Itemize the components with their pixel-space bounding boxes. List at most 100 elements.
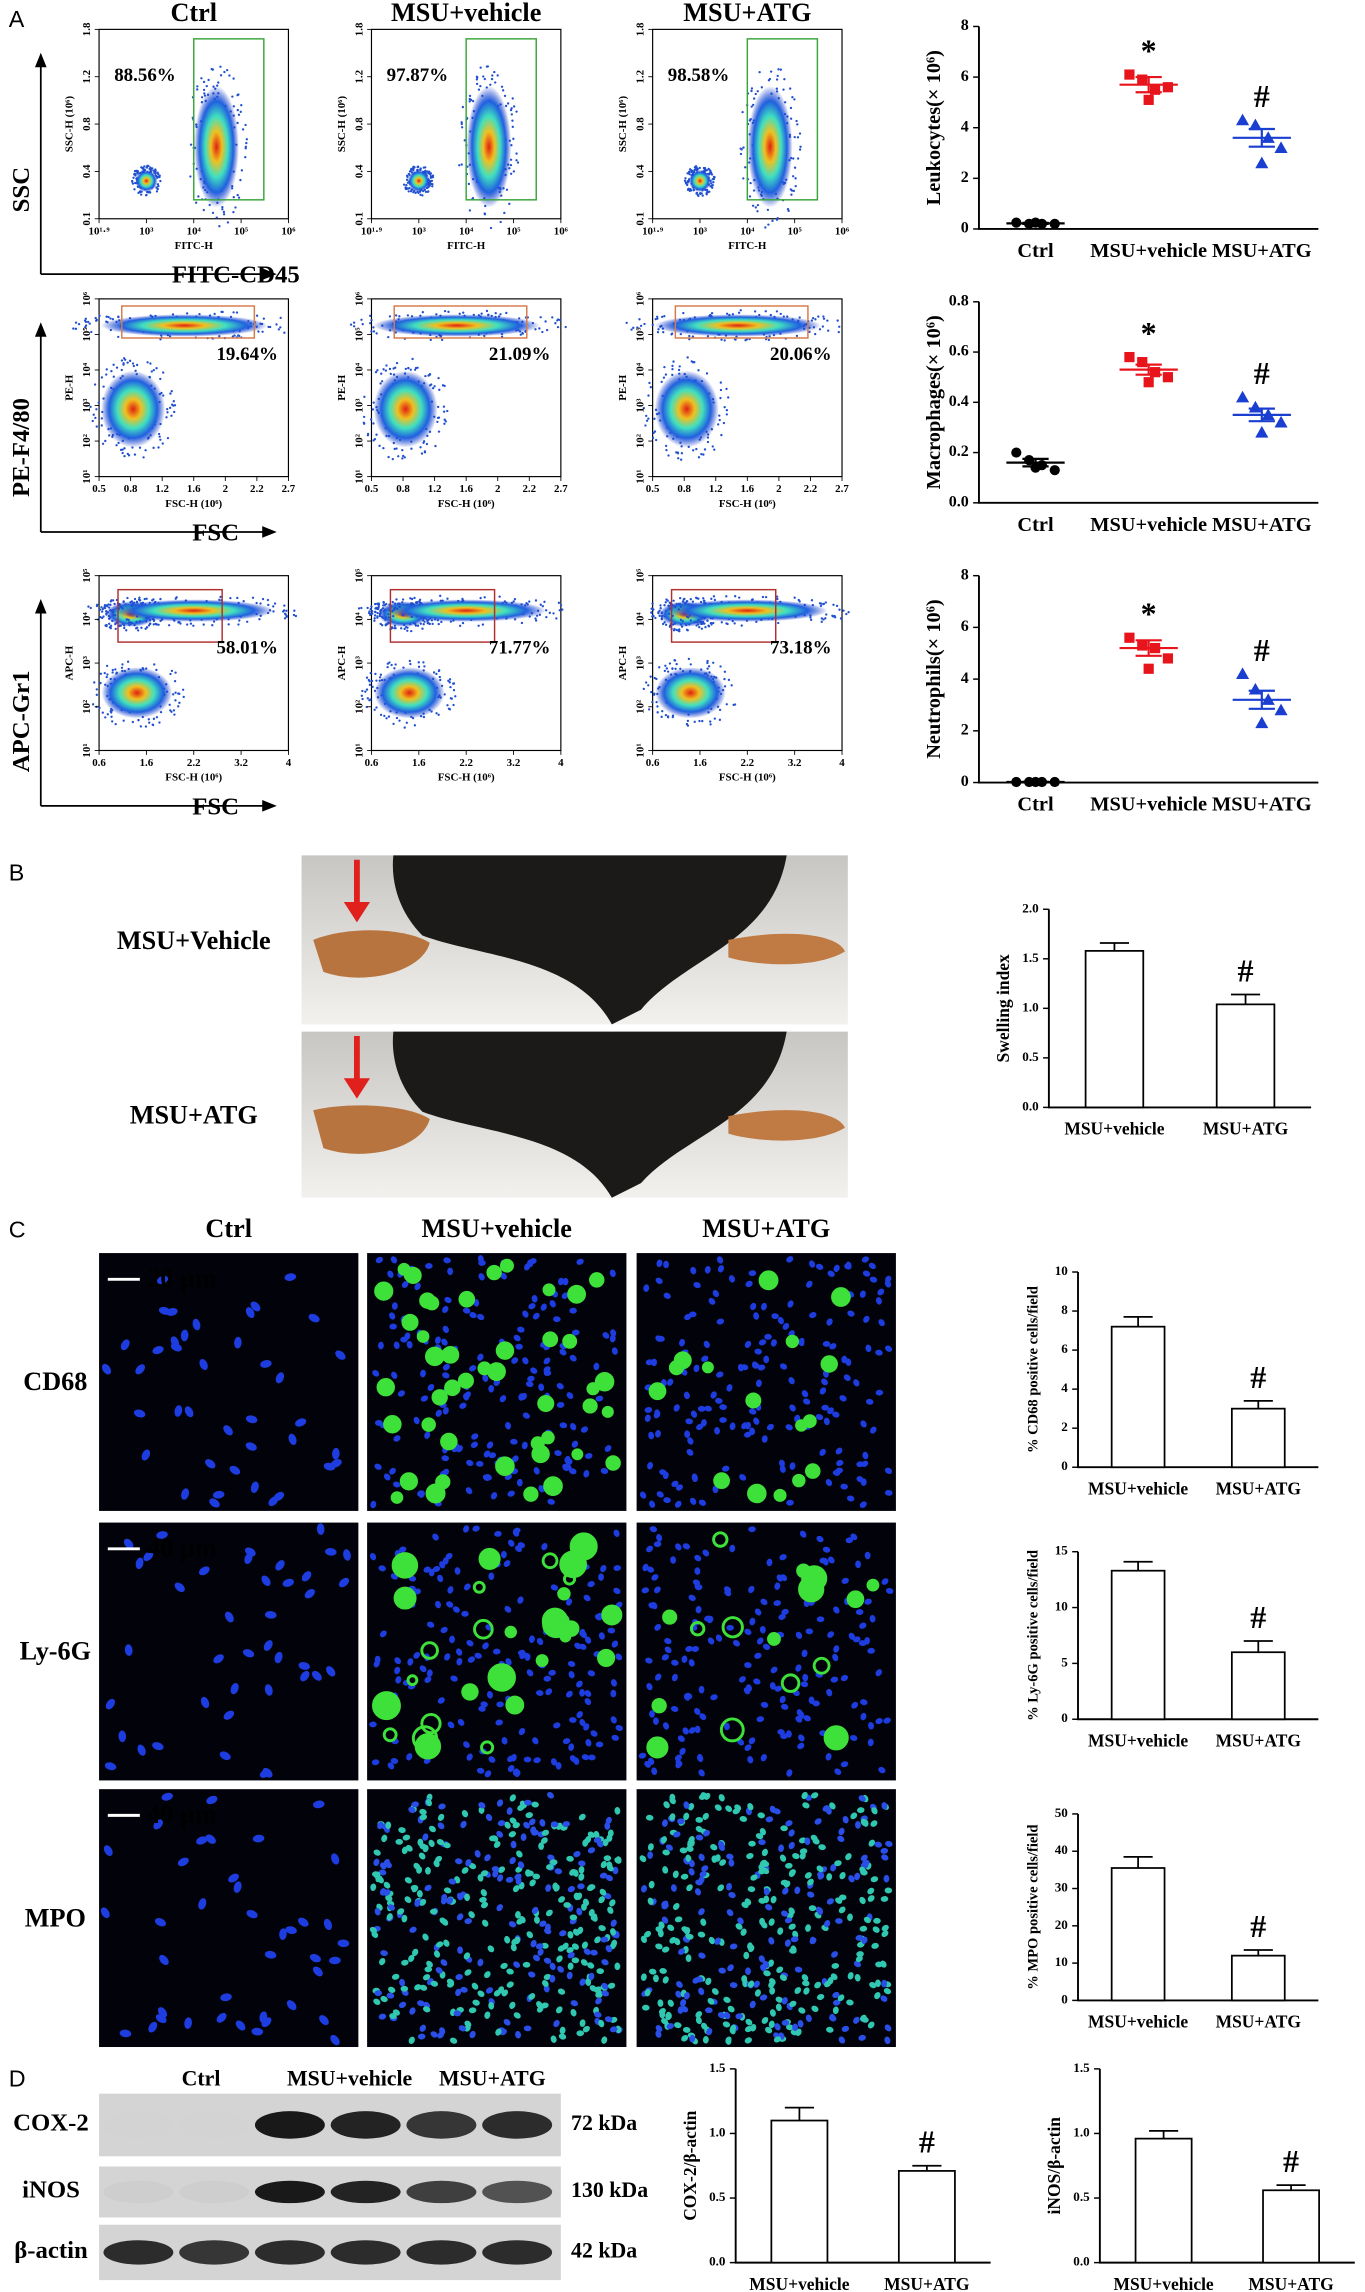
event	[144, 449, 147, 452]
event	[827, 329, 830, 332]
event	[363, 395, 366, 398]
event	[664, 601, 667, 604]
event	[379, 622, 382, 626]
positive-cell	[569, 1532, 598, 1561]
flow-tick-label: 1.6	[693, 757, 707, 769]
positive-cell	[586, 1382, 600, 1396]
event	[117, 335, 120, 339]
nucleus	[719, 1417, 727, 1423]
flow-tick-label: 0.6	[365, 757, 379, 769]
event	[678, 365, 681, 368]
event	[77, 322, 81, 326]
event	[84, 317, 88, 320]
event	[689, 663, 692, 666]
event	[485, 65, 489, 68]
event	[681, 619, 684, 623]
image	[99, 1789, 359, 2048]
density	[466, 85, 512, 208]
flow-tick-label: 10⁴	[740, 225, 755, 237]
axis-label: FSC	[192, 793, 239, 820]
event	[95, 688, 98, 691]
nucleus	[698, 1685, 705, 1694]
event	[680, 452, 684, 455]
flow-tick-label: 0.1	[353, 212, 365, 226]
event	[146, 361, 149, 364]
flow-tick-label: 10³	[81, 398, 93, 413]
event	[431, 622, 434, 626]
event	[663, 669, 667, 673]
event	[671, 715, 674, 719]
flow-tick-label: 2.2	[250, 483, 264, 495]
event	[528, 600, 531, 603]
event	[460, 121, 463, 124]
event	[720, 433, 723, 437]
positive-cell	[542, 1283, 556, 1297]
event	[94, 416, 97, 420]
event	[552, 612, 555, 615]
event	[386, 665, 389, 669]
flow-tick-label: 1.6	[140, 757, 154, 769]
event	[192, 624, 195, 627]
positive-cell	[747, 1483, 767, 1504]
flow-tick-label: 10¹	[81, 470, 93, 484]
event	[437, 622, 440, 626]
event	[395, 361, 399, 365]
event	[172, 709, 176, 712]
event	[352, 325, 356, 328]
event	[177, 705, 180, 708]
positive-cell	[431, 1389, 448, 1406]
event	[157, 432, 161, 436]
event	[223, 70, 226, 74]
event	[374, 371, 378, 374]
event	[503, 94, 507, 98]
positive-cell	[651, 1697, 667, 1714]
event	[696, 621, 699, 624]
event	[467, 182, 471, 186]
event	[509, 172, 513, 175]
event	[121, 451, 124, 455]
event	[401, 601, 404, 604]
event	[501, 89, 505, 92]
event	[475, 75, 479, 79]
event	[663, 365, 666, 369]
event	[686, 719, 690, 723]
event	[211, 624, 214, 627]
event	[534, 617, 537, 620]
event	[443, 309, 447, 313]
event	[434, 444, 437, 448]
event	[285, 614, 288, 618]
event	[232, 210, 235, 214]
event	[74, 321, 78, 324]
event	[443, 422, 446, 425]
event	[460, 163, 463, 166]
event	[149, 362, 152, 365]
event	[128, 359, 132, 363]
event	[189, 175, 192, 178]
positive-cell	[495, 1456, 515, 1477]
event	[541, 330, 544, 334]
event	[115, 366, 119, 369]
positive-cell	[542, 1331, 559, 1348]
flow-tick-label: 0.8	[353, 117, 365, 131]
flow-tick-label: 10⁴	[353, 362, 365, 377]
event	[94, 316, 97, 320]
event	[437, 430, 441, 433]
event	[139, 725, 143, 728]
event	[438, 388, 441, 391]
event	[768, 77, 772, 81]
event	[72, 327, 75, 330]
flow-tick-label: 10⁴	[353, 612, 365, 627]
event	[170, 414, 173, 417]
event	[277, 328, 281, 331]
flow-tick-label: 2	[776, 483, 781, 495]
event	[360, 318, 363, 321]
micrograph	[99, 1522, 359, 1781]
event	[691, 335, 695, 338]
positive-cell	[435, 1474, 451, 1490]
event	[219, 65, 222, 68]
event	[133, 453, 137, 456]
flow-axis-title: FITC-H	[447, 240, 486, 252]
event	[702, 597, 705, 600]
event	[135, 620, 138, 624]
flow-tick-label: 10³	[634, 398, 646, 413]
